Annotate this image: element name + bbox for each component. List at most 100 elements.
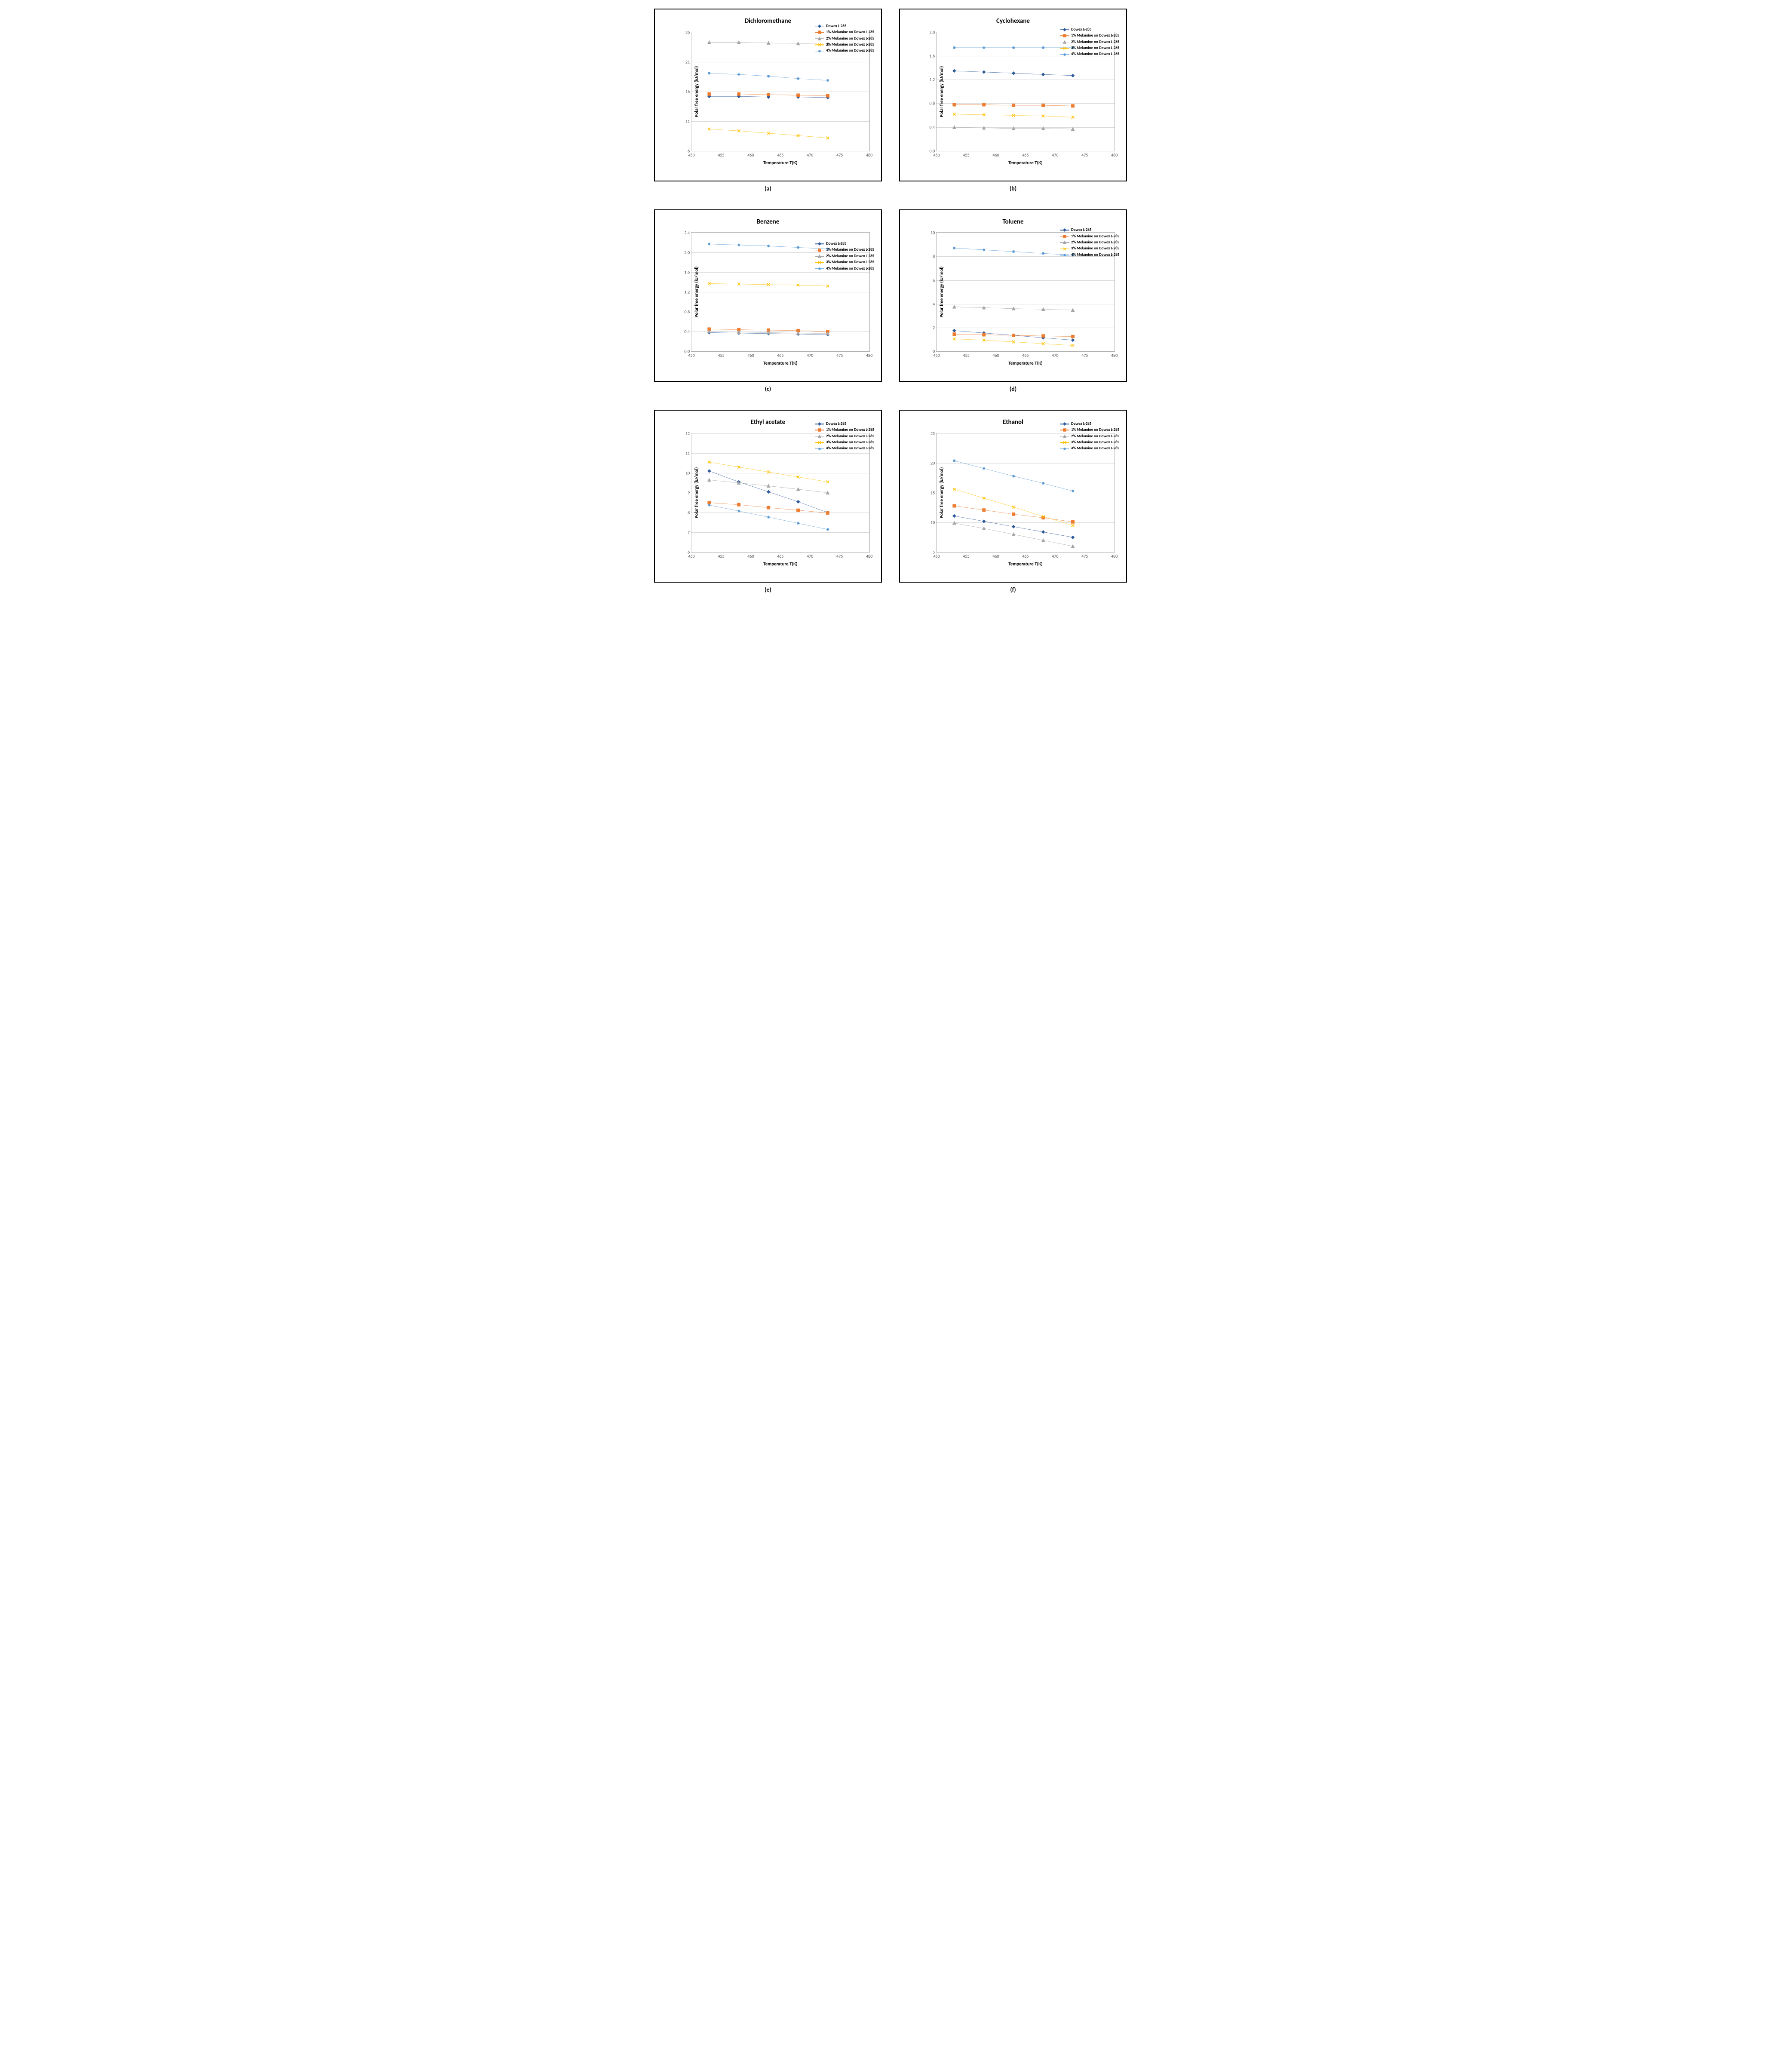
legend-item: 4% Melamine on Dowex L-285: [815, 48, 874, 54]
legend-label: 4% Melamine on Dowex L-285: [1071, 252, 1119, 258]
legend-item: 4% Melamine on Dowex L-285: [815, 266, 874, 272]
legend-swatch: [1060, 241, 1069, 244]
x-tick-label: 455: [718, 151, 724, 158]
y-tick-label: 2.4: [674, 230, 691, 236]
legend-label: 4% Melamine on Dowex L-285: [826, 48, 874, 54]
x-tick-label: 475: [1081, 552, 1088, 559]
x-axis-label: Temperature T(K): [763, 160, 797, 166]
legend: Dowex L-2851% Melamine on Dowex L-2852% …: [1060, 227, 1119, 258]
legend-swatch: [815, 37, 824, 40]
legend-swatch: [1060, 447, 1069, 451]
panel-caption: (c): [765, 385, 771, 393]
x-tick-label: 470: [1052, 351, 1058, 358]
chart-panel: Ethyl acetate678910111245045546046547047…: [654, 410, 882, 593]
legend-swatch: [1060, 435, 1069, 438]
chart-grid: Dichloromethane6111621264504554604654704…: [654, 9, 1127, 593]
legend-item: 4% Melamine on Dowex L-285: [1060, 252, 1119, 258]
legend-label: 1% Melamine on Dowex L-285: [1071, 33, 1119, 39]
y-tick-label: 10: [919, 230, 937, 236]
legend: Dowex L-2851% Melamine on Dowex L-2852% …: [815, 241, 874, 272]
x-tick-label: 450: [933, 552, 940, 559]
legend-item: 3% Melamine on Dowex L-285: [815, 439, 874, 445]
x-tick-label: 460: [747, 151, 754, 158]
legend-item: 4% Melamine on Dowex L-285: [1060, 445, 1119, 451]
x-tick-label: 465: [777, 351, 783, 358]
y-tick-label: 26: [674, 29, 691, 35]
chart-title: Benzene: [661, 218, 875, 226]
legend-swatch: [1060, 46, 1069, 50]
x-tick-label: 460: [992, 351, 999, 358]
legend-swatch: [815, 267, 824, 270]
x-tick-label: 460: [747, 351, 754, 358]
y-tick-label: 1.2: [919, 77, 937, 83]
y-tick-label: 12: [674, 430, 691, 436]
y-tick-label: 2: [919, 325, 937, 331]
legend-swatch: [815, 249, 824, 252]
x-tick-label: 460: [992, 552, 999, 559]
y-tick-label: 15: [919, 490, 937, 495]
x-axis-label: Temperature T(K): [1008, 561, 1042, 567]
legend-label: 3% Melamine on Dowex L-285: [826, 439, 874, 445]
legend-item: Dowex L-285: [1060, 421, 1119, 427]
legend: Dowex L-2851% Melamine on Dowex L-2852% …: [1060, 421, 1119, 452]
legend-swatch: [1060, 228, 1069, 232]
legend: Dowex L-2851% Melamine on Dowex L-2852% …: [1060, 27, 1119, 58]
legend-swatch: [815, 43, 824, 46]
x-tick-label: 455: [963, 552, 969, 559]
x-tick-label: 480: [1111, 351, 1118, 358]
x-axis-label: Temperature T(K): [1008, 360, 1042, 366]
legend-swatch: [815, 428, 824, 432]
legend-swatch: [1060, 428, 1069, 432]
y-tick-label: 0.8: [674, 309, 691, 315]
legend-label: 2% Melamine on Dowex L-285: [1071, 39, 1119, 45]
y-tick-label: 21: [674, 59, 691, 64]
legend-label: Dowex L-285: [1071, 27, 1091, 33]
x-tick-label: 470: [807, 151, 813, 158]
panel-caption: (f): [1010, 586, 1016, 593]
legend-item: 2% Melamine on Dowex L-285: [815, 36, 874, 42]
legend-item: 1% Melamine on Dowex L-285: [1060, 427, 1119, 433]
y-tick-label: 10: [919, 519, 937, 525]
legend-label: 1% Melamine on Dowex L-285: [826, 427, 874, 433]
legend-label: 1% Melamine on Dowex L-285: [826, 29, 874, 35]
y-tick-label: 0.4: [919, 124, 937, 130]
y-tick-label: 20: [919, 460, 937, 466]
chart-title: Toluene: [906, 218, 1120, 226]
legend-label: Dowex L-285: [826, 241, 846, 247]
legend-label: Dowex L-285: [826, 421, 846, 427]
legend-item: 1% Melamine on Dowex L-285: [815, 29, 874, 35]
legend: Dowex L-2851% Melamine on Dowex L-2852% …: [815, 23, 874, 54]
legend-item: 3% Melamine on Dowex L-285: [1060, 439, 1119, 445]
x-tick-label: 465: [1022, 552, 1029, 559]
legend-label: Dowex L-285: [826, 23, 846, 29]
legend-swatch: [815, 255, 824, 258]
x-tick-label: 480: [866, 552, 872, 559]
x-tick-label: 455: [718, 552, 724, 559]
x-tick-label: 475: [836, 151, 843, 158]
legend-swatch: [815, 435, 824, 438]
legend-label: 3% Melamine on Dowex L-285: [1071, 439, 1119, 445]
legend-label: 3% Melamine on Dowex L-285: [1071, 45, 1119, 51]
legend-item: 4% Melamine on Dowex L-285: [1060, 51, 1119, 57]
panel-caption: (e): [765, 586, 771, 593]
legend-swatch: [1060, 40, 1069, 44]
chart-frame: Dichloromethane6111621264504554604654704…: [654, 9, 882, 181]
x-tick-label: 475: [1081, 351, 1088, 358]
legend-swatch: [815, 422, 824, 426]
legend-label: 3% Melamine on Dowex L-285: [826, 42, 874, 48]
y-tick-label: 0.4: [674, 329, 691, 335]
x-tick-label: 450: [688, 151, 695, 158]
chart-panel: Cyclohexane0.00.40.81.21.62.045045546046…: [899, 9, 1127, 192]
legend-item: Dowex L-285: [815, 241, 874, 247]
legend-item: Dowex L-285: [815, 421, 874, 427]
legend-item: 2% Melamine on Dowex L-285: [815, 253, 874, 259]
legend-swatch: [1060, 34, 1069, 37]
chart-frame: Benzene0.00.40.81.21.62.02.4450455460465…: [654, 209, 882, 382]
x-tick-label: 460: [747, 552, 754, 559]
x-tick-label: 475: [1081, 151, 1088, 158]
x-tick-label: 465: [777, 151, 783, 158]
legend-label: 3% Melamine on Dowex L-285: [1071, 246, 1119, 252]
legend-item: 1% Melamine on Dowex L-285: [1060, 233, 1119, 239]
x-tick-label: 470: [807, 552, 813, 559]
y-tick-label: 0.8: [919, 101, 937, 106]
